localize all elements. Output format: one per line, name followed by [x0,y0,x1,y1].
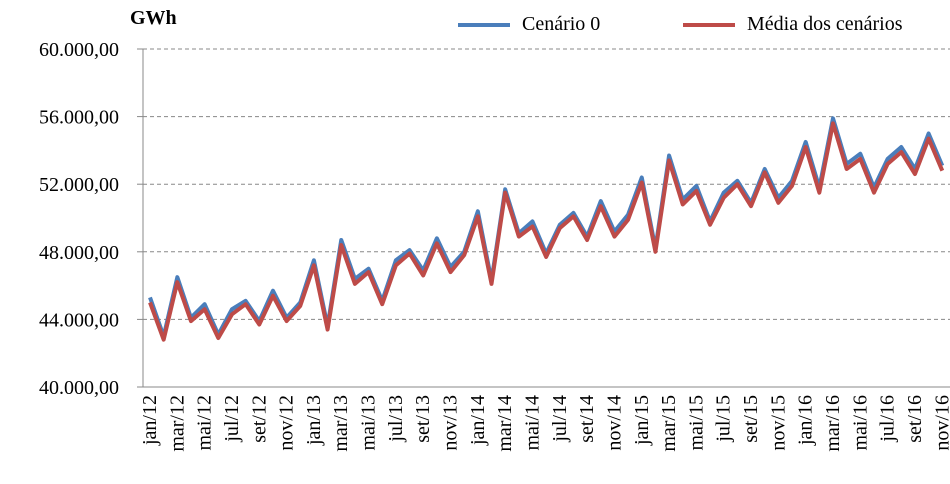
x-tick-label: jul/15 [713,395,735,443]
x-tick-label: nov/12 [276,395,298,451]
y-tick-label: 48.000,00 [39,242,119,264]
x-tick-label: mar/14 [494,395,516,452]
y-tick-label: 60.000,00 [39,39,119,61]
x-tick-label: mai/15 [685,395,707,451]
x-tick-label: jul/12 [221,395,243,443]
x-tick-label: nov/15 [767,395,789,451]
x-tick-label: mar/15 [658,395,680,452]
x-tick-label: jan/14 [467,395,489,446]
x-tick-label: set/12 [248,395,270,443]
x-tick-label: mai/12 [194,395,216,451]
y-tick-label: 52.000,00 [39,174,119,196]
x-tick-label: jan/12 [139,395,161,446]
y-tick-label: 44.000,00 [39,309,119,331]
x-tick-label: nov/14 [603,395,625,451]
x-tick-label: set/14 [576,395,598,443]
x-tick-label: jul/13 [385,395,407,443]
x-tick-label: set/13 [412,395,434,443]
x-tick-label: set/16 [904,395,926,443]
x-tick-label: mar/12 [166,395,188,452]
x-tick-label: mar/13 [330,395,352,452]
x-tick-label: jul/14 [549,395,571,443]
x-tick-label: set/15 [740,395,762,443]
x-tick-label: jul/16 [877,395,899,443]
x-tick-label: mai/14 [521,395,543,451]
x-tick-label: mar/16 [822,395,844,452]
y-tick-label: 40.000,00 [39,377,119,399]
x-tick-label: mai/13 [358,395,380,451]
x-tick-label: jan/15 [631,395,653,446]
chart-title: GWh [130,7,177,29]
x-tick-label: mai/16 [849,395,871,451]
x-tick-label: nov/13 [440,395,462,451]
legend-label: Média dos cenários [747,13,903,35]
legend-label: Cenário 0 [522,13,600,35]
x-tick-label: jan/16 [795,395,817,446]
x-tick-label: jan/13 [303,395,325,446]
y-tick-label: 56.000,00 [39,107,119,129]
x-tick-label: nov/16 [931,395,950,451]
series-line [148,121,945,342]
